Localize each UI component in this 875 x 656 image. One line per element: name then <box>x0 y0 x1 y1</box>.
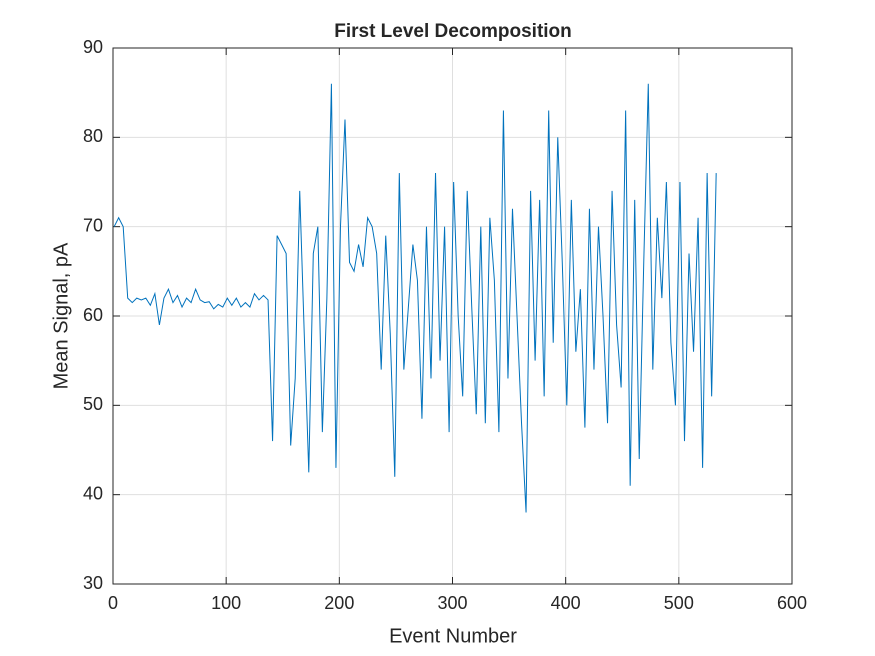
y-tick-label: 50 <box>83 394 103 414</box>
y-tick-label: 60 <box>83 305 103 325</box>
x-tick-label: 0 <box>108 593 118 613</box>
data-line <box>113 83 717 513</box>
y-tick-label: 30 <box>83 573 103 593</box>
y-tick-label: 70 <box>83 215 103 235</box>
plot-frame <box>112 47 793 585</box>
y-tick-label: 80 <box>83 126 103 146</box>
y-axis-label: Mean Signal, pA <box>50 242 72 389</box>
x-tick-label: 600 <box>777 593 807 613</box>
y-tick-label: 40 <box>83 483 103 503</box>
x-tick-label: 300 <box>437 593 467 613</box>
x-tick-label: 100 <box>211 593 241 613</box>
y-tick-label: 90 <box>83 37 103 57</box>
chart-title: First Level Decomposition <box>334 21 572 42</box>
x-tick-label: 500 <box>664 593 694 613</box>
x-axis-label: Event Number <box>389 625 517 647</box>
x-tick-label: 200 <box>324 593 354 613</box>
x-tick-label: 400 <box>551 593 581 613</box>
